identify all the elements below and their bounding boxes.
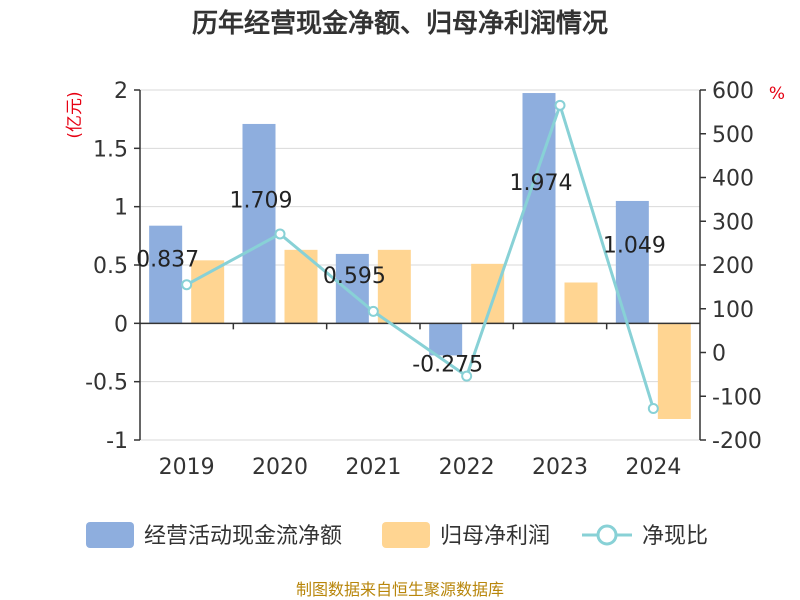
axes <box>134 89 706 441</box>
cashflow-bar-2020 <box>242 123 276 324</box>
ratio-line-path <box>185 100 655 409</box>
profit-bar-2023 <box>564 282 598 324</box>
x-tick-label: 2020 <box>252 455 308 480</box>
cashflow-bar-2019 <box>149 225 183 324</box>
legend-label-cashflow: 经营活动现金流净额 <box>144 524 342 549</box>
left-tick-label: 1.5 <box>93 137 128 162</box>
source-note: 制图数据来自恒生聚源数据库 <box>296 580 504 599</box>
legend-marker-ratio <box>596 524 618 546</box>
chart-title: 历年经营现金净额、归母净利润情况 <box>192 8 608 39</box>
x-tick-label: 2021 <box>345 455 401 480</box>
tick-labels: 2 1.5 1 0.5 0 -0.5 -1 600 500 400 300 200 100 0 -100 -2… <box>85 79 762 480</box>
right-tick-label: 600 <box>712 79 754 104</box>
cashflow-data-label-2024: 1.049 <box>603 233 666 258</box>
ratio-point-2024 <box>647 403 659 414</box>
x-tick-label: 2024 <box>625 455 681 480</box>
legend-label-ratio: 净现比 <box>642 524 708 549</box>
cashflow-data-label-2023: 1.974 <box>510 171 573 196</box>
right-tick-label: 300 <box>712 210 754 235</box>
left-tick-label: 0 <box>114 312 128 337</box>
cashflow-bar-2021 <box>335 253 369 324</box>
left-tick-label: 0.5 <box>93 254 128 279</box>
cashflow-bar-2022 <box>429 323 463 356</box>
profit-bar-2024 <box>657 323 691 419</box>
profit-bar-2021 <box>377 249 411 324</box>
x-tick-label: 2022 <box>439 455 495 480</box>
gridlines <box>140 89 700 441</box>
legend-swatch-profit <box>382 522 430 548</box>
right-tick-label: 0 <box>712 342 726 367</box>
ratio-point-2023 <box>554 99 566 111</box>
x-tick-label: 2023 <box>532 455 588 480</box>
legend-label-profit: 归母净利润 <box>440 524 550 549</box>
profit-bar-2019 <box>191 260 225 324</box>
ratio-point-2022 <box>461 370 473 382</box>
right-tick-label: -100 <box>712 385 762 410</box>
cashflow-data-label-2020: 1.709 <box>230 189 293 214</box>
ratio-point-2020 <box>274 228 286 240</box>
right-tick-label: -200 <box>712 429 762 454</box>
left-tick-label: -1 <box>106 429 128 454</box>
left-axis-unit: (亿元) <box>65 91 85 138</box>
left-tick-label: 1 <box>114 196 128 221</box>
ratio-point-2021 <box>367 305 379 317</box>
ratio-line <box>181 99 659 414</box>
left-tick-label: -0.5 <box>85 371 128 396</box>
legend: 经营活动现金流净额 归母净利润 净现比 <box>86 522 708 549</box>
ratio-point-2019 <box>181 279 193 291</box>
right-tick-label: 400 <box>712 167 754 192</box>
legend-swatch-cashflow <box>86 522 134 548</box>
left-tick-label: 2 <box>114 79 128 104</box>
cashflow-data-label-2022: -0.275 <box>412 352 483 377</box>
cashflow-bar-2023 <box>522 93 556 324</box>
cashflow-data-label-2021: 0.595 <box>323 264 386 289</box>
x-tick-label: 2019 <box>159 455 215 480</box>
data-labels: 0.837 1.709 0.595 -0.275 1.974 1.049 <box>136 171 666 378</box>
right-tick-label: 200 <box>712 254 754 279</box>
cashflow-data-label-2019: 0.837 <box>136 248 199 273</box>
right-axis-unit: % <box>769 84 785 104</box>
right-tick-label: 500 <box>712 123 754 148</box>
right-tick-label: 100 <box>712 298 754 323</box>
